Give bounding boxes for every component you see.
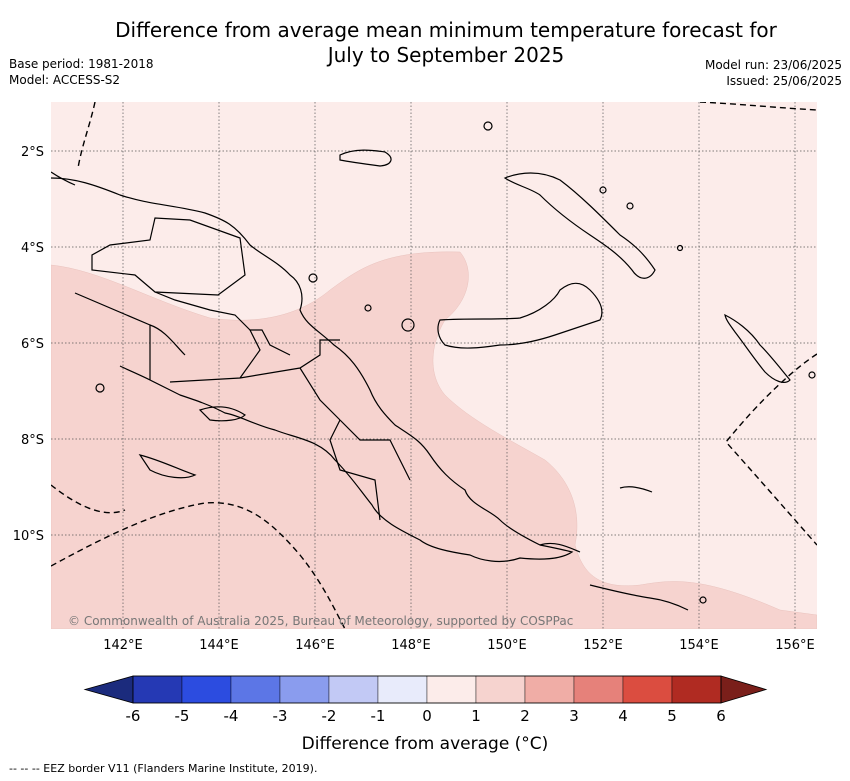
lon-label: 144°E [199,638,239,653]
colorbar-tick-label: -2 [322,707,337,725]
colorbar-outline [132,675,722,704]
lon-label: 150°E [487,638,527,653]
colorbar-swatch [132,675,183,704]
colorbar-swatch [622,675,673,704]
colorbar-tick-label: -4 [224,707,239,725]
lon-label: 142°E [103,638,143,653]
colorbar-tick-label: 5 [667,707,677,725]
graticule [51,102,817,629]
latitude-labels: 2°S 4°S 6°S 8°S 10°S [13,145,44,544]
colorbar-tick-label: 4 [618,707,628,725]
lat-label: 10°S [13,529,44,544]
model-info: Base period: 1981-2018 Model: ACCESS-S2 [9,56,154,88]
base-period: Base period: 1981-2018 [9,57,154,71]
longitude-labels: 142°E 144°E 146°E 148°E 150°E 152°E 154°E 156°E [103,638,815,653]
lat-label: 2°S [21,145,44,160]
colorbar-tick-label: 6 [716,707,726,725]
colorbar-swatch [279,675,330,704]
colorbar-swatch [426,675,477,704]
lat-label: 4°S [21,241,44,256]
map-panel: © Commonwealth of Australia 2025, Bureau… [51,102,817,629]
colorbar: -6 -5 -4 -3 -2 -1 0 1 2 3 4 5 6 [83,675,768,725]
coastlines [51,121,816,611]
run-info: Model run: 23/06/2025 Issued: 25/06/2025 [705,57,842,89]
colorbar-swatch [524,675,575,704]
model-run-date: Model run: 23/06/2025 [704,58,842,72]
colorbar-tick-label: 1 [471,707,481,725]
colorbar-tick-label: -5 [175,707,190,725]
lon-label: 146°E [295,638,335,653]
colorbar-title: Difference from average (°C) [302,734,549,754]
lon-label: 156°E [775,638,815,653]
colorbar-swatch [181,675,232,704]
lat-label: 8°S [21,433,44,448]
colorbar-extension-low [83,675,134,704]
lon-label: 154°E [679,638,719,653]
model-name: Model: ACCESS-S2 [9,73,121,87]
eez-borders [51,102,817,629]
colorbar-tick-label: 0 [422,707,432,725]
colorbar-extension-high [720,675,768,704]
lon-label: 152°E [583,638,623,653]
colorbar-tick-label: 2 [520,707,530,725]
colorbar-swatch [328,675,379,704]
colorbar-tick-label: -6 [126,707,141,725]
title-line-2: July to September 2025 [327,43,565,67]
lon-label: 148°E [391,638,431,653]
copyright-credit: © Commonwealth of Australia 2025, Bureau… [68,614,573,628]
colorbar-swatch [671,675,722,704]
colorbar-swatch [573,675,624,704]
colorbar-tick-label: -1 [371,707,386,725]
lat-label: 6°S [21,337,44,352]
title-line-1: Difference from average mean minimum tem… [115,18,777,42]
chart-title: Difference from average mean minimum tem… [60,18,832,68]
colorbar-tick-label: -3 [273,707,288,725]
colorbar-swatch [230,675,281,704]
eez-footnote: -- -- -- EEZ border V11 (Flanders Marine… [9,762,318,775]
colorbar-tick-label: 3 [569,707,579,725]
anomaly-1-to-2-region [51,251,817,629]
colorbar-swatch [475,675,526,704]
issued-date: Issued: 25/06/2025 [726,74,842,88]
colorbar-swatch [377,675,428,704]
